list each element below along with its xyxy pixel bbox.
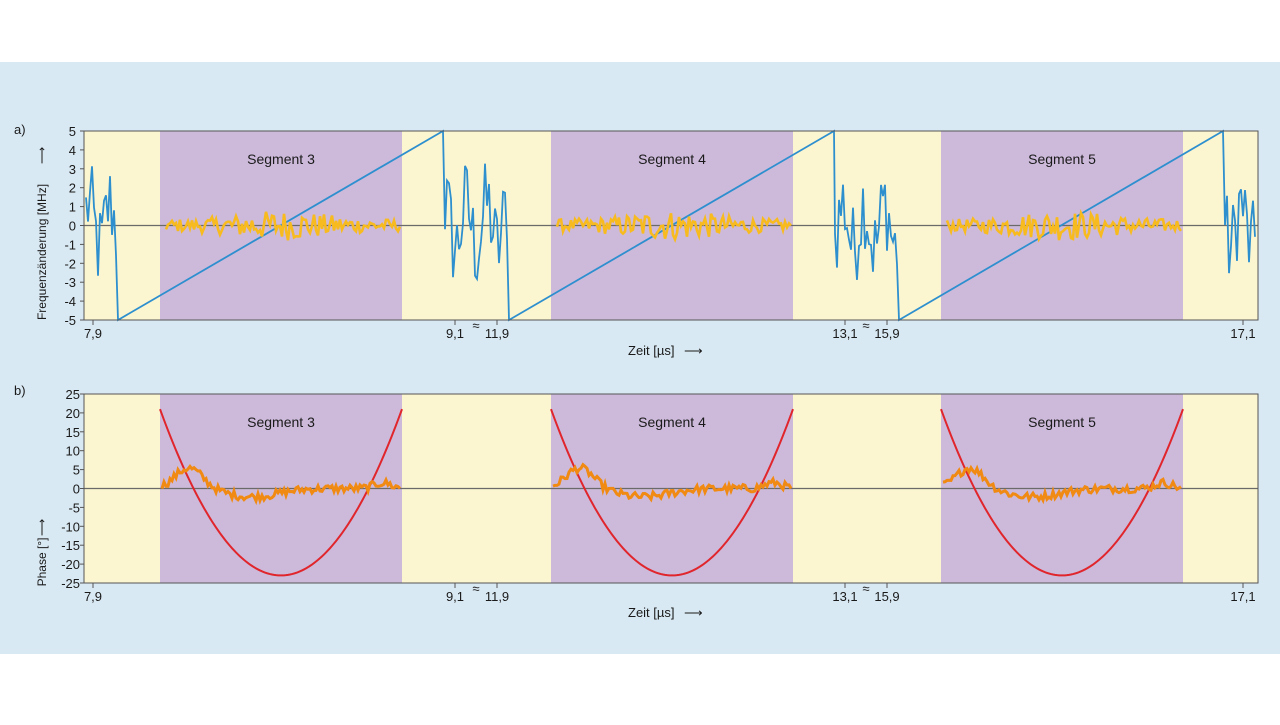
panel-b-letter: b): [14, 383, 26, 398]
pa-ytick-label-6: -1: [64, 237, 76, 252]
pb-ytick-label-0: 25: [66, 387, 80, 402]
frequency-residual-segment-0: [164, 211, 402, 241]
frequency-residual-segment-2: [945, 208, 1183, 243]
panel-a-ylabel: Frequenzänderung [MHz]: [35, 184, 49, 320]
pb-ytick-label-8: -15: [61, 538, 80, 553]
chart-figure: 5 4 3 2 1 0 -1 -2 -3 -4 -5 7,9 9,1 11,9 13,1 15,9 17,1 ≈…: [0, 62, 1280, 654]
panel-b-ylabel-arrow: ⟶: [35, 519, 49, 536]
pa-axis-break-0: ≈: [472, 318, 479, 333]
pb-ytick-label-5: 0: [73, 482, 80, 497]
pb-ytick-label-4: 5: [73, 463, 80, 478]
pb-ytick-label-3: 10: [66, 444, 80, 459]
phase-residual-segment-2: [942, 464, 1182, 505]
pb-axis-break-0: ≈: [472, 581, 479, 596]
pa-ytick-label-4: 1: [69, 200, 76, 215]
pb-ytick-label-2: 15: [66, 425, 80, 440]
pb-ytick-label-7: -10: [61, 519, 80, 534]
panel-b-xlabel-arrow: ⟶: [684, 605, 703, 620]
phase-parabola-segment-0: [159, 408, 403, 577]
pb-ytick-label-9: -20: [61, 557, 80, 572]
phase-parabola-segment-1: [550, 408, 794, 577]
pa-xtick-label-5: 17,1: [1230, 326, 1255, 341]
pb-ytick-label-6: -5: [68, 500, 80, 515]
pa-ytick-label-7: -2: [64, 256, 76, 271]
pa-ytick-label-2: 3: [69, 162, 76, 177]
pa-segment-label-1: Segment 4: [638, 151, 706, 167]
panel-a-letter: a): [14, 122, 26, 137]
pa-segment-label-2: Segment 5: [1028, 151, 1096, 167]
pa-axis-break-1: ≈: [862, 318, 869, 333]
panel-a-series: [85, 129, 1256, 322]
pa-xtick-label-3: 13,1: [832, 326, 857, 341]
pa-ytick-label-1: 4: [69, 143, 76, 158]
pa-ytick-label-0: 5: [69, 124, 76, 139]
panel-a-x-ticks: 7,9 9,1 11,9 13,1 15,9 17,1 ≈ ≈: [84, 318, 1256, 341]
pa-xtick-label-1: 9,1: [446, 326, 464, 341]
panel-b-segment-labels: Segment 3 Segment 4 Segment 5: [247, 414, 1096, 430]
pa-ytick-label-10: -5: [64, 313, 76, 328]
pa-xtick-label-2: 11,9: [485, 326, 509, 341]
panel-b-ylabel: Phase [°]: [35, 538, 49, 587]
panel-b-y-ticks: 25 20 15 10 5 0 -5 -10 -15 -20 -25: [61, 387, 84, 591]
pb-segment-label-0: Segment 3: [247, 414, 315, 430]
panel-b-x-ticks: 7,9 9,1 11,9 13,1 15,9 17,1 ≈ ≈: [84, 581, 1256, 604]
panel-b-series: [159, 408, 1184, 577]
pb-axis-break-1: ≈: [862, 581, 869, 596]
pb-xtick-label-1: 9,1: [446, 589, 464, 604]
pb-ytick-label-1: 20: [66, 406, 80, 421]
pb-xtick-label-0: 7,9: [84, 589, 102, 604]
pa-ytick-label-5: 0: [69, 219, 76, 234]
phase-residual-segment-0: [160, 463, 402, 506]
frequency-residual-segment-1: [555, 211, 792, 243]
panel-b-xlabel: Zeit [µs]: [628, 605, 675, 620]
pb-segment-label-1: Segment 4: [638, 414, 706, 430]
pb-xtick-label-5: 17,1: [1230, 589, 1255, 604]
pa-ytick-label-3: 2: [69, 181, 76, 196]
pa-ytick-label-8: -3: [64, 275, 76, 290]
panel-a-xlabel: Zeit [µs]: [628, 343, 675, 358]
panel-a-ylabel-arrow: ⟶: [35, 147, 49, 164]
panel-a-y-ticks: 5 4 3 2 1 0 -1 -2 -3 -4 -5: [64, 124, 84, 328]
phase-residual-segment-1: [552, 462, 793, 503]
panel-a-ylabel-group: Frequenzänderung [MHz] ⟶: [35, 147, 49, 320]
panel-b-phase: 25 20 15 10 5 0 -5 -10 -15 -20 -25 7,9 9,1 11,9 13,1 1…: [14, 383, 1259, 620]
phase-parabola-segment-2: [940, 408, 1184, 577]
pa-xtick-label-4: 15,9: [874, 326, 899, 341]
pa-segment-label-0: Segment 3: [247, 151, 315, 167]
pb-xtick-label-3: 13,1: [832, 589, 857, 604]
panel-a-xlabel-arrow: ⟶: [684, 343, 703, 358]
panel-b-ylabel-group: Phase [°] ⟶: [35, 519, 49, 587]
pb-ytick-label-10: -25: [61, 576, 80, 591]
pb-xtick-label-2: 11,9: [485, 589, 509, 604]
panel-a-frequency: 5 4 3 2 1 0 -1 -2 -3 -4 -5 7,9 9,1 11,9 13,1 15,9 17,1 ≈…: [14, 122, 1259, 358]
pa-ytick-label-9: -4: [64, 294, 76, 309]
pa-xtick-label-0: 7,9: [84, 326, 102, 341]
pb-segment-label-2: Segment 5: [1028, 414, 1096, 430]
pb-xtick-label-4: 15,9: [874, 589, 899, 604]
panel-a-segment-labels: Segment 3 Segment 4 Segment 5: [247, 151, 1096, 167]
